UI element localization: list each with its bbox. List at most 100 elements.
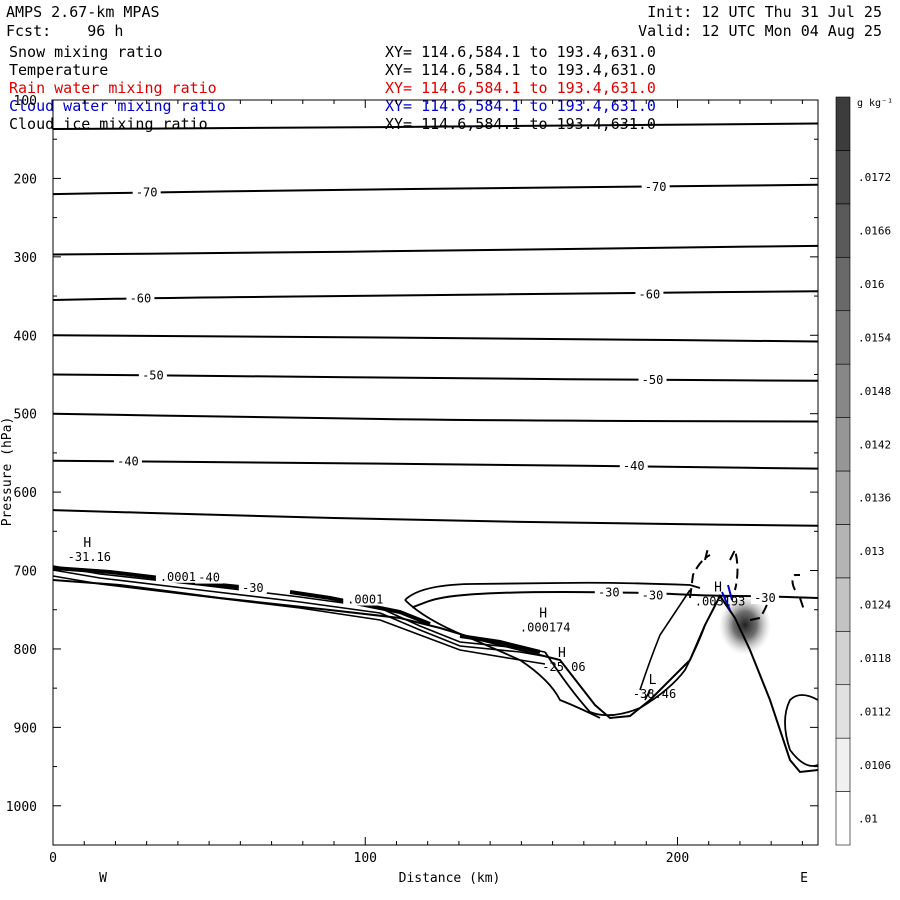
colorbar-bin	[835, 203, 851, 258]
contour-label-bg	[126, 291, 155, 305]
field-xy-temperature: XY= 114.6,584.1 to 193.4,631.0	[385, 61, 656, 79]
contour-label-bg	[594, 585, 623, 599]
extremum-value: .000174	[520, 621, 571, 635]
colorbar-label: .0154	[858, 331, 891, 344]
colorbar-bin	[835, 577, 851, 632]
colorbar-label: .01	[858, 812, 878, 825]
contour-label-bg	[113, 454, 142, 468]
x-tick-label: 0	[49, 851, 57, 866]
x-tick-label: 100	[354, 851, 377, 866]
colorbar-bin	[835, 684, 851, 739]
colorbar-bin	[835, 524, 851, 579]
isotherm-minus30-loop	[404, 581, 701, 719]
contour-label-bg	[638, 588, 667, 602]
colorbar-bin	[835, 470, 851, 525]
west-label: W	[99, 871, 107, 886]
valid-time: Valid: 12 UTC Mon 04 Aug 25	[638, 22, 882, 40]
surface-contour-3	[52, 579, 819, 774]
contour-label: -30	[242, 581, 264, 595]
extremum-value: -25.06	[542, 660, 585, 674]
isotherm-minus70	[52, 183, 819, 196]
contour-label-bg	[195, 570, 224, 584]
colorbar-label: .0172	[858, 171, 891, 184]
colorbar-label: .016	[858, 278, 885, 291]
colorbar-bin	[835, 150, 851, 205]
field-name-snow: Snow mixing ratio	[9, 43, 163, 61]
field-xy-cloud-ice: XY= 114.6,584.1 to 193.4,631.0	[385, 115, 656, 133]
field-xy-snow: XY= 114.6,584.1 to 193.4,631.0	[385, 43, 656, 61]
contour-line-4	[52, 509, 819, 527]
contour-label-bg	[619, 459, 648, 473]
contour-label-bg	[750, 590, 779, 604]
model-title: AMPS 2.67-km MPAS	[6, 3, 160, 21]
contour-line-2	[52, 334, 819, 343]
extremum-value: .003193	[695, 595, 746, 609]
contour-line-3	[52, 412, 819, 423]
extremum-symbol: H	[83, 536, 91, 551]
colorbar-label: .0166	[858, 225, 891, 238]
extremum-value: -38.46	[633, 687, 676, 701]
contour-label: -40	[623, 459, 645, 473]
colorbar-bin	[835, 363, 851, 418]
field-xy-rain: XY= 114.6,584.1 to 193.4,631.0	[385, 79, 656, 97]
snow-dashed-ridge	[689, 547, 739, 599]
colorbar-label: .0112	[858, 705, 891, 718]
colorbar-bin	[835, 310, 851, 365]
contour-line-0	[52, 122, 819, 130]
extremum-value: -31.16	[68, 550, 111, 564]
y-tick-label: 1000	[6, 800, 37, 815]
colorbar-label: .013	[858, 545, 885, 558]
cloud-water-contour	[721, 584, 733, 611]
contour-label: -50	[142, 368, 164, 382]
forecast-hour: Fcst: 96 h	[6, 22, 124, 40]
contour-label: -50	[642, 373, 664, 387]
field-name-temperature: Temperature	[9, 61, 109, 79]
y-tick-label: 500	[14, 408, 37, 423]
extremum-symbol: H	[558, 646, 566, 661]
y-axis-title: Pressure (hPa)	[0, 417, 15, 527]
contour-label: .0001	[347, 593, 383, 607]
contour-label: -30	[754, 591, 776, 605]
colorbar-bin	[835, 96, 851, 151]
isotherm-minus40	[52, 459, 819, 470]
colorbar-label: .0142	[858, 438, 891, 451]
contour-label: -30	[598, 585, 620, 599]
valley-outline	[544, 624, 706, 717]
contour-label: -30	[642, 589, 664, 603]
field-xy-cloud-water: XY= 114.6,584.1 to 193.4,631.0	[385, 97, 656, 115]
colorbar-bin	[835, 417, 851, 472]
east-label: E	[800, 871, 808, 886]
contour-label: -70	[645, 180, 667, 194]
y-tick-label: 200	[14, 172, 37, 187]
colorbar-unit: g kg⁻¹	[857, 98, 893, 109]
y-tick-label: 900	[14, 721, 37, 736]
contour-label: .0001	[160, 570, 196, 584]
colorbar-label: .0148	[858, 385, 891, 398]
contour-label-bg	[641, 180, 670, 194]
colorbar-bin	[835, 791, 851, 846]
y-tick-label: 300	[14, 251, 37, 266]
contour-label: -60	[639, 287, 661, 301]
contour-label-bg	[132, 185, 161, 199]
init-time: Init: 12 UTC Thu 31 Jul 25	[647, 3, 882, 21]
colorbar-label: .0124	[858, 599, 891, 612]
contour-label-bg	[238, 580, 267, 594]
x-tick-label: 200	[666, 851, 689, 866]
isotherm-minus60	[52, 290, 819, 301]
extremum-symbol: L	[649, 673, 657, 688]
contour-label: -40	[117, 455, 139, 469]
colorbar-bin	[835, 737, 851, 792]
y-tick-label: 600	[14, 486, 37, 501]
x-axis-title: Distance (km)	[399, 871, 501, 886]
contour-label: -70	[136, 186, 158, 200]
contour-label: -40	[198, 571, 220, 585]
surface-contour-1	[52, 569, 544, 657]
colorbar-bin	[835, 256, 851, 312]
contour-label-bg	[638, 372, 667, 386]
y-tick-label: 400	[14, 329, 37, 344]
valley-inner-line	[639, 589, 691, 701]
colorbar-label: .0106	[858, 759, 891, 772]
contour-label-bg	[635, 287, 664, 301]
snow-contour-2	[459, 634, 541, 654]
